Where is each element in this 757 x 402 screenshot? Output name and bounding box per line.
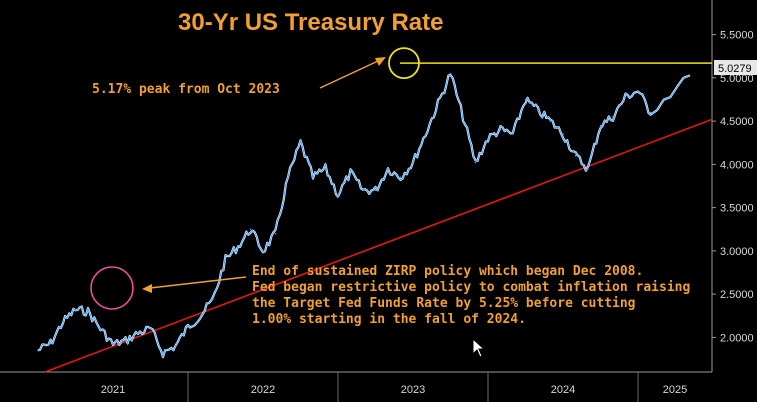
y-tick-label: 3.5000 [720, 203, 754, 215]
series-point [137, 332, 139, 334]
zirp-annotation-line-1: End of sustained ZIRP policy which began… [252, 264, 643, 279]
series-point [187, 326, 189, 328]
series-point [287, 176, 289, 179]
series-point [124, 340, 127, 342]
series-point [74, 308, 77, 311]
series-point [649, 111, 652, 114]
series-point [374, 189, 377, 192]
series-point [274, 232, 277, 235]
series-point [612, 116, 614, 118]
series-point [87, 310, 89, 313]
last-value-text: 5.0279 [718, 63, 752, 75]
series-point [299, 141, 302, 144]
series-point [199, 315, 202, 317]
series-point [424, 133, 427, 135]
series-point [462, 116, 464, 118]
mouse-cursor-icon [472, 338, 486, 358]
series-point [349, 172, 352, 174]
y-tick-label: 5.0000 [720, 73, 754, 85]
peak-annotation: 5.17% peak from Oct 2023 [92, 82, 280, 97]
series-point [574, 154, 577, 157]
series-point [537, 109, 539, 112]
series-point [37, 349, 39, 352]
series-point [549, 120, 552, 122]
x-tick-label: 2024 [551, 384, 575, 396]
series-point [599, 124, 602, 127]
peak-arrow-head [375, 57, 386, 66]
series-point [449, 72, 452, 75]
series-point [512, 133, 514, 135]
series-point [474, 161, 477, 164]
series-point [587, 167, 589, 170]
zirp-arrow [149, 276, 247, 289]
series-point [224, 258, 227, 261]
zirp-arrow-head [142, 284, 152, 293]
y-tick-label: 4.5000 [720, 116, 754, 128]
y-tick-label: 3.0000 [720, 246, 754, 258]
series-point [399, 176, 402, 179]
series-point [437, 103, 439, 105]
series-point [149, 327, 152, 330]
last-value-label: 5.0279 [714, 60, 757, 75]
series-point [262, 250, 264, 252]
zirp-annotation-line-2: Fed began restrictive policy to combat i… [252, 280, 690, 295]
series-point [324, 167, 327, 170]
series-point [62, 321, 64, 323]
series-point [387, 167, 389, 170]
zirp-annotation-line-4: 1.00% starting in the fall of 2024. [252, 312, 526, 327]
series-point [162, 352, 164, 354]
x-tick-label: 2025 [663, 384, 687, 396]
series-point [637, 90, 639, 92]
series-point [337, 193, 339, 196]
series-point [212, 298, 214, 301]
series-point [562, 133, 564, 135]
series-line [37, 74, 691, 358]
series-point [312, 176, 314, 179]
series-point [624, 96, 627, 98]
y-tick-label: 2.0000 [720, 332, 754, 344]
zirp-highlight-circle [90, 266, 134, 310]
zirp-annotation-line-3: the Target Fed Funds Rate by 5.25% befor… [252, 296, 636, 311]
series-point [99, 327, 102, 330]
series-point [487, 137, 489, 140]
series-point [499, 129, 502, 131]
series-point [524, 98, 527, 101]
series-point [412, 161, 414, 164]
peak-arrow [319, 60, 379, 89]
x-tick-label: 2021 [101, 384, 125, 396]
series-point [362, 189, 364, 192]
y-tick-label: 2.5000 [720, 289, 754, 301]
series-point [174, 345, 177, 347]
trend-line [44, 118, 713, 373]
series-point [249, 228, 252, 231]
series-point [112, 343, 114, 346]
peak-highlight-circle [388, 47, 420, 80]
series-point [49, 342, 52, 345]
y-tick-label: 4.0000 [720, 159, 754, 171]
series-point [237, 245, 239, 248]
x-tick-label: 2022 [251, 384, 275, 396]
chart-title: 30-Yr US Treasury Rate [178, 9, 443, 36]
y-tick-label: 5.5000 [720, 30, 754, 42]
x-tick-label: 2023 [401, 384, 425, 396]
